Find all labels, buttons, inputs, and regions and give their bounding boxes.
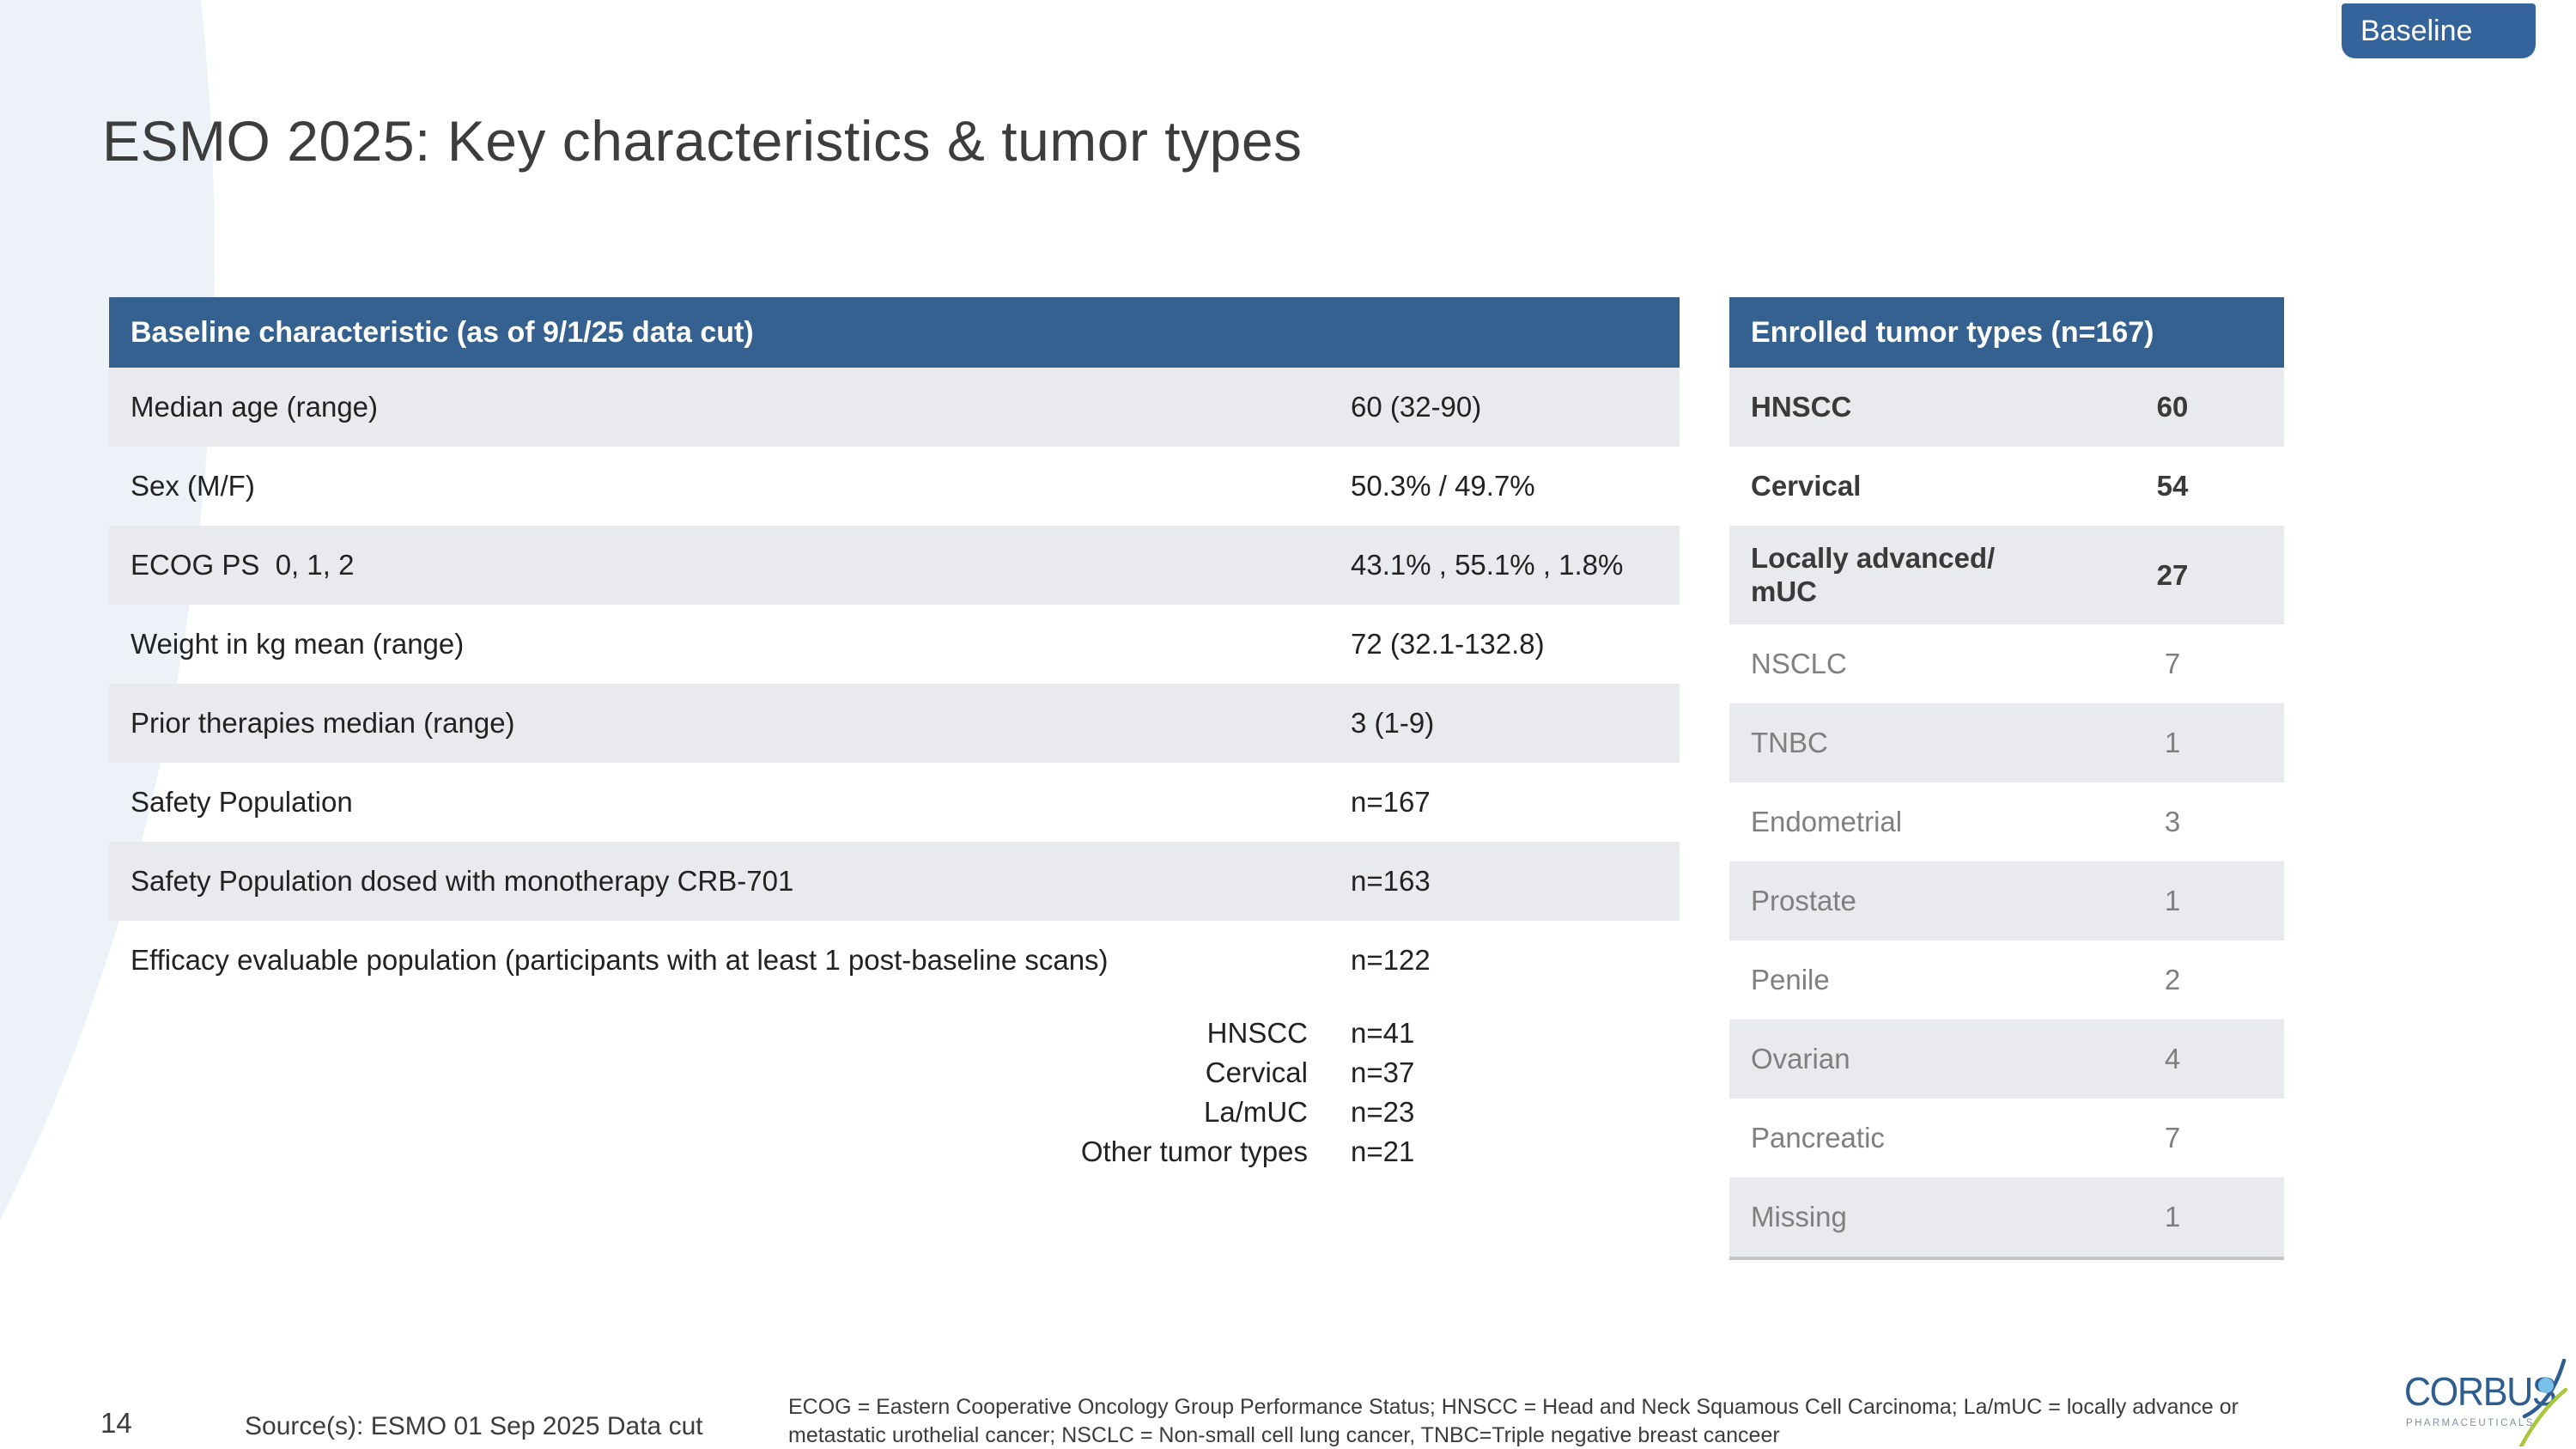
row-value: 2 [2164,964,2181,995]
row-label: Ovarian [1751,1042,1850,1075]
table-bottom-border [1729,1257,2284,1260]
row-value: n=122 [1351,944,1431,976]
table-row: Sex (M/F) 50.3% / 49.7% [109,447,1680,526]
table-row: Ovarian 4 [1729,1020,2284,1099]
row-value: n=163 [1351,865,1431,897]
table-row: Locally advanced/ mUC 27 [1729,526,2284,624]
table-row: TNBC 1 [1729,703,2284,782]
subrow-value: n=21 [1351,1135,1415,1167]
row-label: Safety Population dosed with monotherapy… [131,865,794,898]
corbus-logo: CORBUS PHARMACEUTICALS [2403,1358,2568,1449]
row-label: HNSCC [1751,390,1852,423]
baseline-tab-label: Baseline [2360,14,2473,47]
row-label: Cervical [1751,469,1862,502]
row-label: Weight in kg mean (range) [131,628,465,661]
row-label: Pancreatic [1751,1121,1885,1154]
row-value: 3 [2164,806,2181,837]
logo-wordmark: CORBUS [2404,1371,2555,1414]
table-row: Median age (range) 60 (32-90) [109,368,1680,447]
row-label: Prostate [1751,884,1856,916]
baseline-characteristics-table: Baseline characteristic (as of 9/1/25 da… [109,297,1680,1172]
subrow-value: n=23 [1351,1096,1415,1128]
baseline-tab-badge[interactable]: Baseline [2342,3,2536,58]
subrow-value: n=37 [1351,1056,1415,1088]
table-subrow: Cervical n=37 [109,1053,1680,1093]
row-label: Efficacy evaluable population (participa… [131,944,1109,977]
row-value: 43.1% , 55.1% , 1.8% [1351,549,1624,581]
table-row: Weight in kg mean (range) 72 (32.1-132.8… [109,605,1680,684]
table-subrow: Other tumor types n=21 [109,1132,1680,1172]
row-value: 3 (1-9) [1351,707,1435,739]
efficacy-breakdown-subrows: HNSCC n=41 Cervical n=37 La/mUC n=23 Oth… [109,1014,1680,1172]
table-row: HNSCC 60 [1729,368,2284,447]
row-label: Missing [1751,1200,1847,1233]
row-label: Locally advanced/ mUC [1751,541,1996,607]
row-value: 1 [2164,885,2181,916]
table-subrow: HNSCC n=41 [109,1014,1680,1053]
row-label: Safety Population [131,786,353,819]
baseline-table-header: Baseline characteristic (as of 9/1/25 da… [109,297,1680,368]
row-value: 27 [2156,558,2189,591]
table-row: Prostate 1 [1729,861,2284,941]
subrow-value: n=41 [1351,1017,1415,1049]
table-row: ECOG PS 0, 1, 2 43.1% , 55.1% , 1.8% [109,526,1680,605]
table-row: Endometrial 3 [1729,782,2284,861]
row-label: NSCLC [1751,647,1847,679]
subrow-label: La/mUC [1203,1096,1308,1128]
tumor-table-header: Enrolled tumor types (n=167) [1729,297,2284,368]
page-number: 14 [100,1407,132,1439]
row-value: 50.3% / 49.7% [1351,470,1535,502]
row-label: TNBC [1751,726,1828,758]
row-label: Endometrial [1751,805,1903,837]
row-value: 72 (32.1-132.8) [1351,628,1545,660]
subrow-label: Other tumor types [1080,1135,1308,1167]
enrolled-tumor-types-table: Enrolled tumor types (n=167) HNSCC 60 Ce… [1729,297,2284,1260]
footnote-text: ECOG = Eastern Cooperative Oncology Grou… [788,1395,2239,1447]
row-value: 4 [2164,1043,2181,1075]
row-value: 7 [2164,648,2181,679]
source-text: Source(s): ESMO 01 Sep 2025 Data cut [245,1412,703,1440]
row-value: 7 [2164,1122,2181,1154]
row-label: Prior therapies median (range) [131,707,515,740]
row-value: n=167 [1351,786,1431,818]
row-value: 1 [2164,727,2181,758]
table-row: Safety Population dosed with monotherapy… [109,842,1680,921]
row-label: Sex (M/F) [131,470,255,502]
table-row: Efficacy evaluable population (participa… [109,921,1680,1000]
table-row: Missing 1 [1729,1178,2284,1257]
table-row: Cervical 54 [1729,447,2284,526]
row-value: 54 [2156,470,2189,502]
row-value: 60 [2156,391,2189,423]
row-label: Median age (range) [131,391,379,423]
logo-subtext: PHARMACEUTICALS [2406,1418,2535,1428]
page-title: ESMO 2025: Key characteristics & tumor t… [102,109,1303,173]
row-value: 60 (32-90) [1351,391,1482,423]
subrow-label: Cervical [1205,1056,1308,1088]
corbus-logo-graphic: CORBUS PHARMACEUTICALS [2404,1358,2568,1449]
subrow-label: HNSCC [1206,1017,1308,1049]
table-subrow: La/mUC n=23 [109,1093,1680,1132]
row-label: Penile [1751,963,1830,995]
row-label: ECOG PS 0, 1, 2 [131,549,355,581]
table-row: NSCLC 7 [1729,624,2284,703]
table-row: Prior therapies median (range) 3 (1-9) [109,684,1680,763]
table-row: Pancreatic 7 [1729,1099,2284,1178]
table-row: Penile 2 [1729,941,2284,1020]
logo-figure-icon [2518,1358,2568,1449]
row-value: 1 [2164,1201,2181,1233]
table-row: Safety Population n=167 [109,763,1680,842]
